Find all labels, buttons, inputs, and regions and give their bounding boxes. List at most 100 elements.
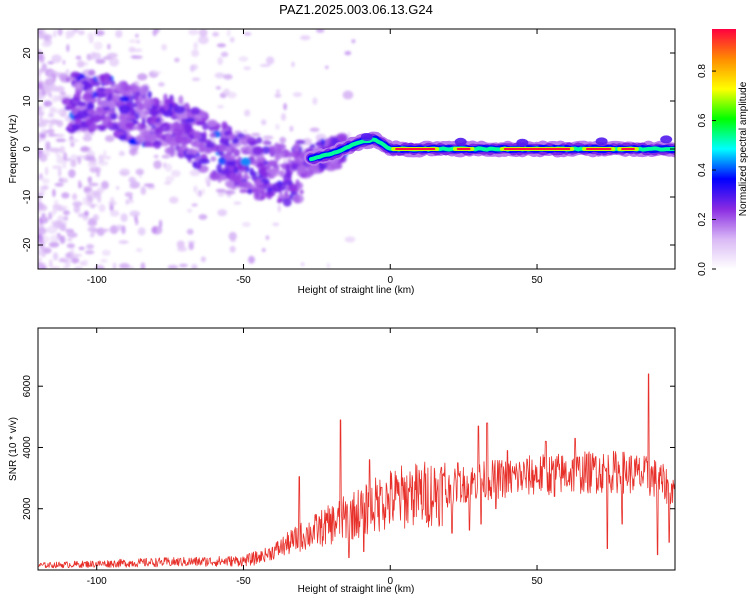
heatmap-cell — [130, 55, 138, 59]
heatmap-cell — [243, 66, 251, 70]
heatmap-cell — [38, 176, 44, 180]
heatmap-cell — [67, 238, 73, 242]
snr-panel: -100 -50 0 50 2000 4000 6000 Height of straig… — [8, 327, 676, 595]
heatmap-cell — [152, 29, 158, 37]
heatmap-cell — [120, 213, 128, 223]
heatmap-cell — [241, 181, 253, 189]
heatmap-cell — [140, 186, 147, 195]
heatmap-cell — [165, 133, 173, 143]
y-tick-label: -20 — [22, 237, 33, 252]
snr-xlabel: Height of straight line (km) — [298, 584, 415, 595]
heatmap-cell — [164, 163, 173, 172]
heatmap-cell — [38, 71, 43, 76]
heatmap-cell — [44, 78, 55, 87]
heatmap-cell — [351, 39, 356, 44]
heatmap-cell — [115, 29, 123, 38]
colorbar-ticks: 0.0 0.2 0.4 0.6 0.8 — [697, 64, 716, 276]
heatmap-cell — [244, 109, 251, 117]
heatmap-cell — [138, 94, 143, 103]
heatmap-cell — [178, 95, 184, 105]
heatmap-cell — [82, 92, 93, 99]
heatmap-cell — [186, 228, 194, 235]
heatmap-cell — [161, 154, 171, 159]
heatmap-cell — [218, 156, 227, 165]
heatmap-cell — [74, 117, 82, 124]
heatmap-cell — [59, 235, 66, 244]
heatmap-cell — [229, 172, 238, 182]
heatmap-cell — [275, 123, 280, 130]
heatmap-cell — [118, 104, 131, 115]
y-tick-label: 2000 — [22, 497, 33, 520]
heatmap-cell — [52, 188, 56, 198]
heatmap-cell — [119, 95, 130, 102]
heatmap-cell — [78, 30, 85, 36]
heatmap-cell — [77, 180, 82, 189]
heatmap-cell — [49, 147, 61, 153]
heatmap-cell — [38, 95, 43, 102]
heatmap-cell — [129, 210, 141, 217]
heatmap-cell — [224, 189, 236, 195]
heatmap-cell — [138, 85, 148, 96]
heatmap-cell — [167, 264, 179, 269]
heatmap-cell — [52, 71, 62, 76]
heatmap-cell — [66, 44, 70, 52]
heatmap-cell — [68, 138, 80, 143]
heatmap-cell — [107, 93, 113, 101]
heatmap-cell — [258, 167, 270, 175]
heatmap-cell — [184, 153, 196, 160]
heatmap-cell — [259, 63, 271, 67]
heatmap-cell — [169, 147, 175, 158]
heatmap-cell — [147, 90, 152, 99]
heatmap-cell — [119, 171, 129, 176]
colorbar-tick-label: 0.4 — [697, 163, 708, 177]
heatmap-cell — [65, 30, 76, 38]
heatmap-cell — [255, 137, 263, 144]
heatmap-cell — [61, 192, 70, 199]
heatmap-cell — [39, 133, 47, 139]
heatmap-cell — [292, 92, 303, 98]
heatmap-cell — [108, 200, 117, 206]
heatmap-cell — [55, 133, 65, 138]
heatmap-cell — [270, 167, 280, 177]
heatmap-cell — [279, 136, 287, 144]
heatmap-cell — [93, 52, 102, 61]
heatmap-cell — [315, 141, 323, 147]
heatmap-cell — [72, 201, 83, 207]
heatmap-cell — [65, 35, 72, 39]
spectrogram-ylabel: Frequency (Hz) — [8, 115, 19, 184]
snr-y-axis: 2000 4000 6000 — [22, 375, 675, 520]
heatmap-cell — [87, 176, 93, 184]
heatmap-cell — [287, 158, 292, 164]
heatmap-cell — [38, 31, 48, 40]
heatmap-cell — [82, 259, 89, 267]
heatmap-cell — [55, 109, 64, 114]
heatmap-cell — [209, 132, 216, 138]
heatmap-cell — [195, 120, 205, 125]
heatmap-cell — [243, 129, 247, 134]
heatmap-cell — [119, 263, 130, 269]
heatmap-cell — [73, 82, 84, 90]
heatmap-cell — [44, 166, 49, 176]
colorbar-scale — [712, 29, 736, 269]
heatmap-cell — [87, 160, 98, 169]
heatmap-cell — [195, 192, 201, 197]
heatmap-cell — [164, 102, 169, 112]
figure-title: PAZ1.2025.003.06.13.G24 — [279, 2, 433, 17]
snr-x-axis: -100 -50 0 50 — [87, 328, 543, 587]
heatmap-cell — [72, 193, 78, 201]
heatmap-cell — [271, 182, 283, 193]
heatmap-cell — [260, 119, 267, 126]
heatmap-cell — [135, 168, 145, 176]
heatmap-cell — [233, 148, 241, 157]
heatmap-cell — [151, 226, 158, 234]
colorbar-tick-label: 0.0 — [697, 262, 708, 276]
heatmap-cell — [161, 43, 167, 51]
heatmap-cell — [225, 146, 232, 153]
heatmap-cell — [84, 250, 95, 255]
heatmap-cell — [103, 78, 110, 86]
heatmap-cell — [38, 89, 43, 97]
colorbar-tick-label: 0.8 — [697, 64, 708, 78]
heatmap-cell — [88, 69, 96, 76]
heatmap-cell — [135, 134, 146, 144]
